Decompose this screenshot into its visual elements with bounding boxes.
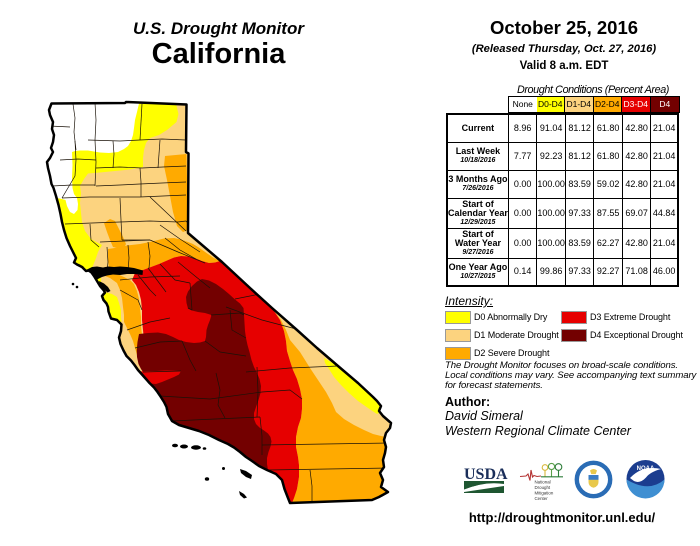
svg-text:Drought: Drought <box>535 485 551 490</box>
svg-text:USDA: USDA <box>464 466 508 483</box>
svg-text:National: National <box>535 480 551 485</box>
svg-text:NOAA: NOAA <box>637 466 655 472</box>
svg-text:Center: Center <box>535 496 549 501</box>
svg-text:Mitigation: Mitigation <box>535 491 554 496</box>
